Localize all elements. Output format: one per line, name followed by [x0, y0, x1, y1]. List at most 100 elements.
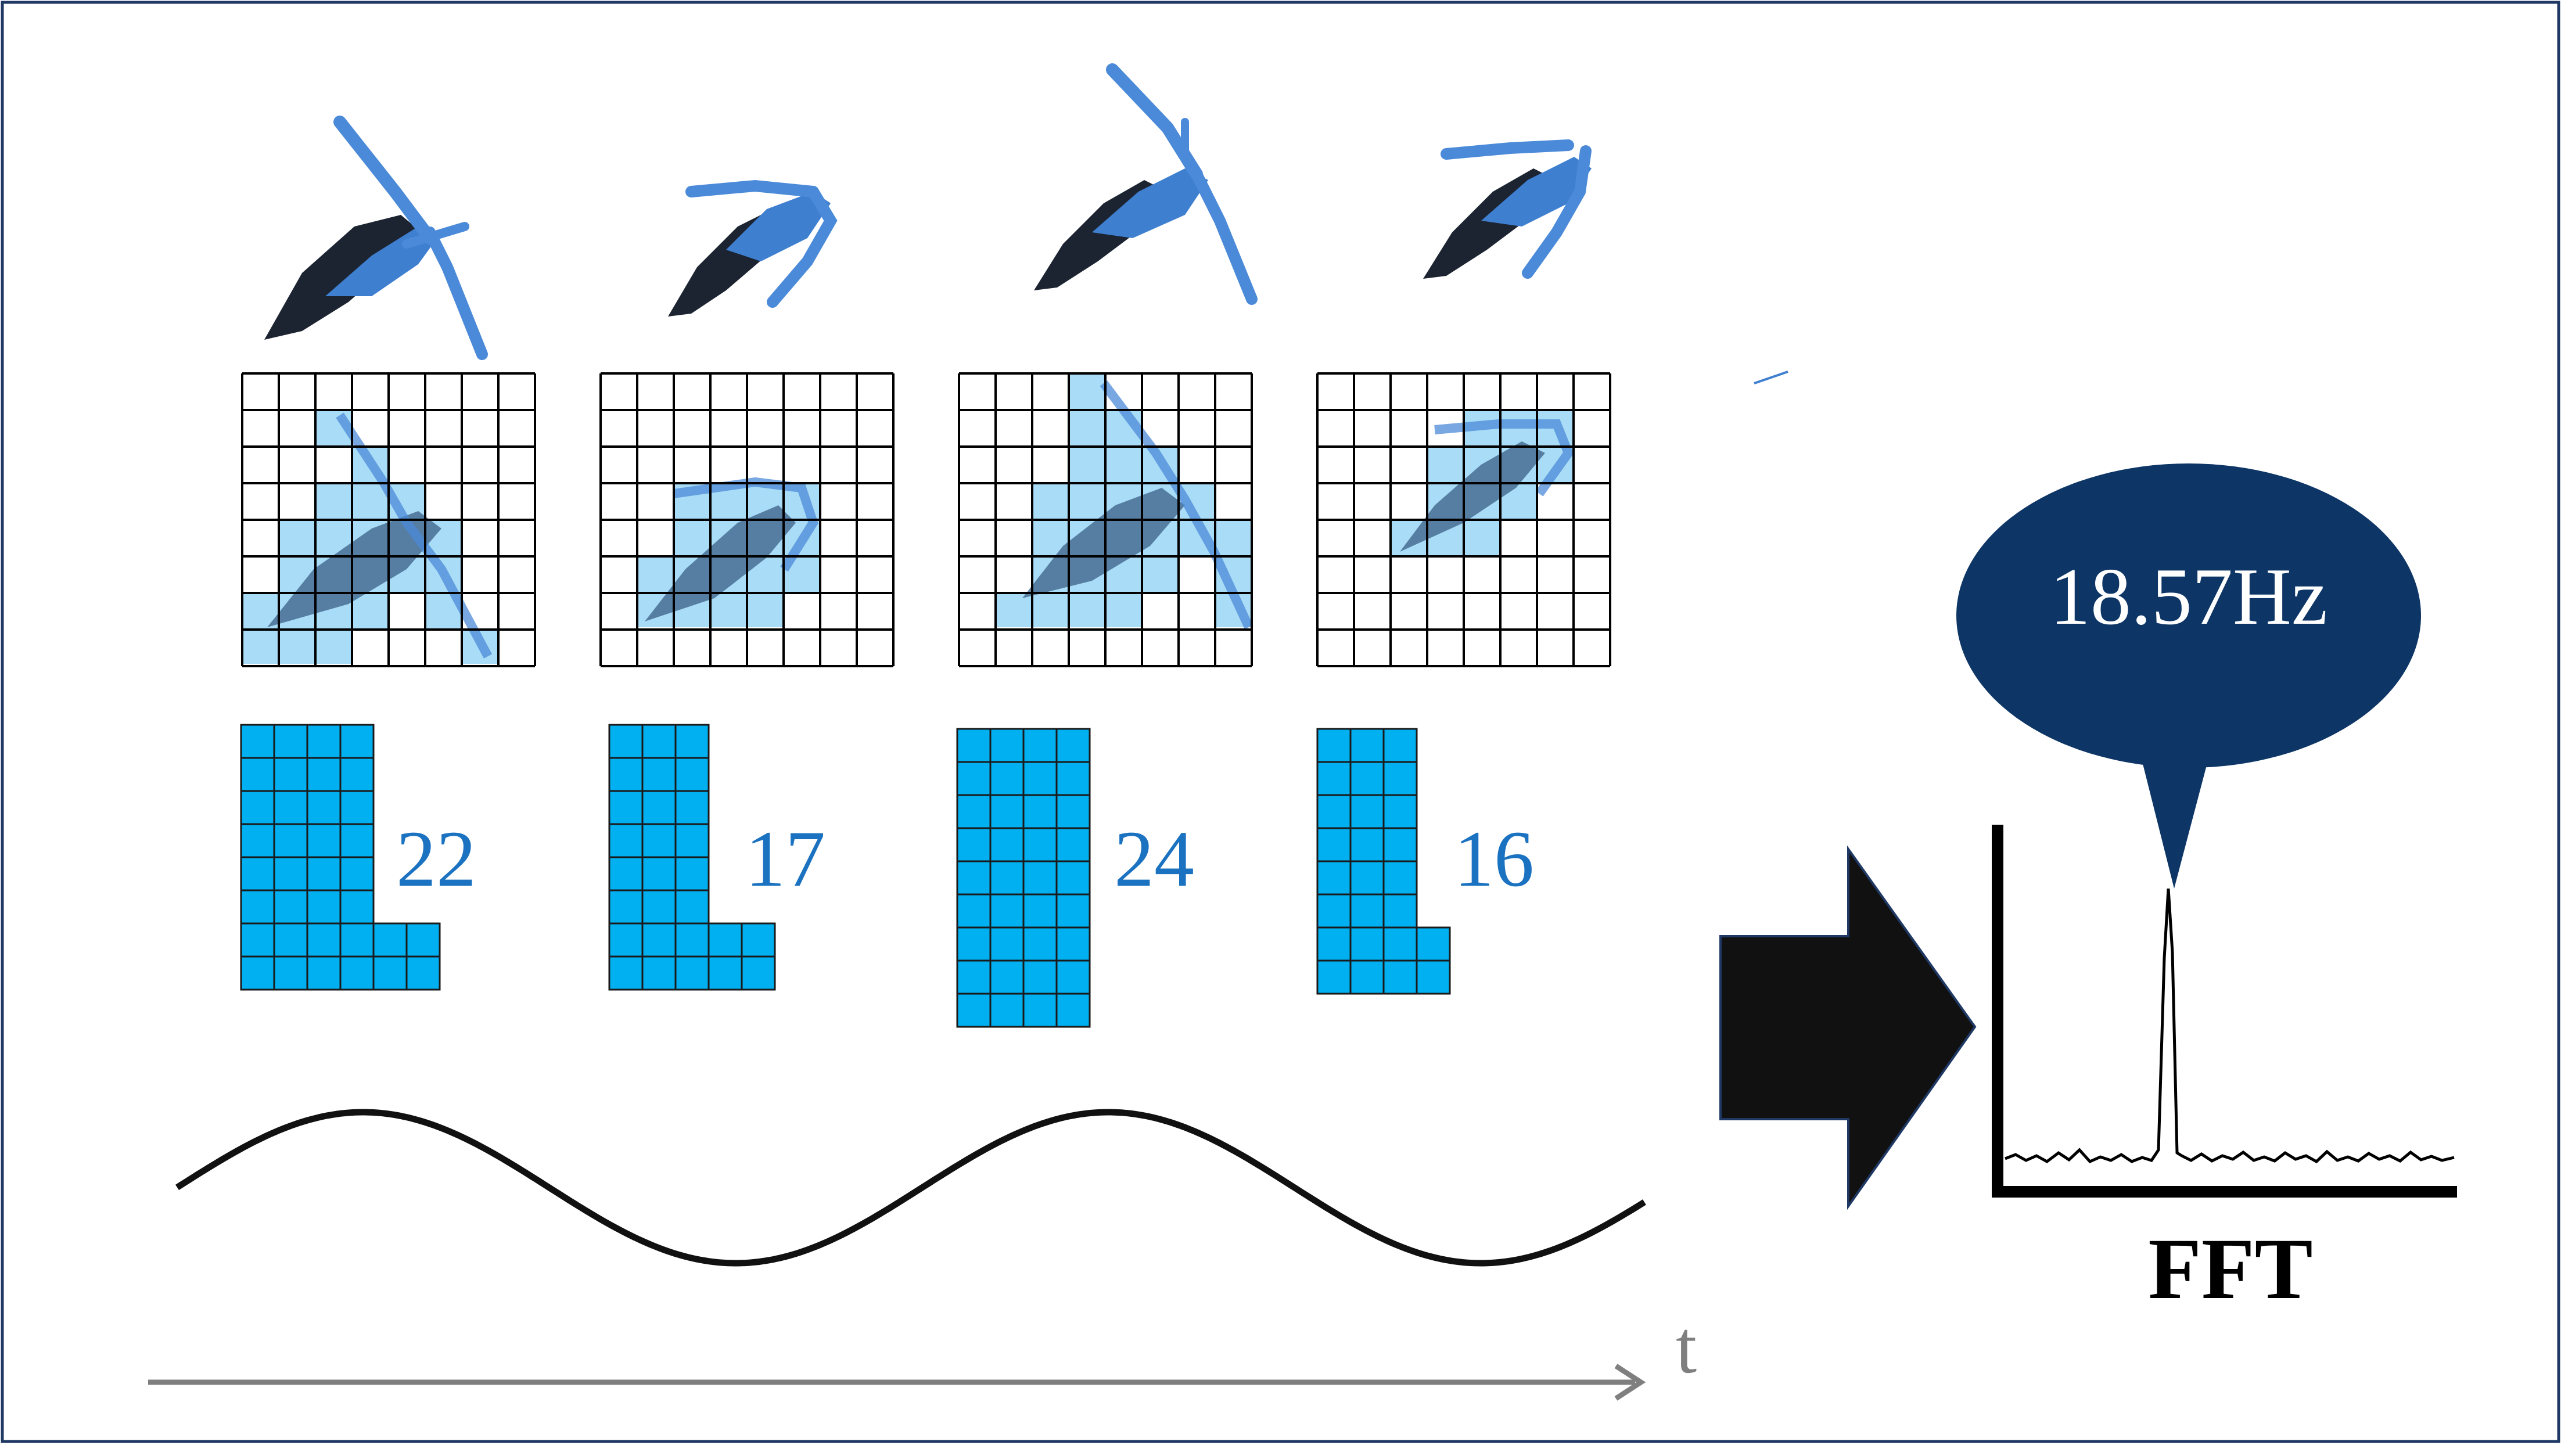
count-cell — [1349, 827, 1385, 862]
count-cell — [1022, 993, 1058, 1028]
count-cell — [372, 922, 408, 958]
fft-caption: FFT — [2148, 1221, 2313, 1317]
count-cell — [1022, 761, 1058, 796]
count-cell — [674, 724, 710, 759]
peak-frequency-label: 18.57Hz — [2049, 552, 2328, 642]
count-cell — [372, 955, 408, 991]
count-cell — [306, 757, 342, 792]
count-cell — [608, 889, 644, 925]
grid-frame-3 — [958, 372, 1253, 667]
count-cell — [405, 955, 441, 991]
count-block-1 — [240, 724, 441, 991]
count-cell — [741, 955, 776, 991]
count-cell — [1316, 728, 1352, 763]
count-cell — [240, 757, 275, 792]
count-cell — [1055, 860, 1091, 896]
count-cell — [1022, 926, 1058, 962]
insect-frame-2 — [668, 179, 838, 317]
count-cell — [608, 856, 644, 891]
fft-plot — [1992, 825, 2457, 1198]
count-cell — [608, 922, 644, 958]
count-label-4: 16 — [1454, 814, 1534, 903]
count-cell — [306, 889, 342, 925]
count-cell — [1382, 728, 1418, 763]
count-cell — [1382, 860, 1418, 896]
count-cell — [707, 922, 743, 958]
count-cell — [989, 926, 1025, 962]
count-label-1: 22 — [396, 814, 476, 903]
count-cell — [273, 856, 308, 891]
count-cell — [1349, 926, 1385, 962]
count-cell — [1382, 926, 1418, 962]
count-cell — [339, 790, 375, 825]
count-cell — [989, 893, 1025, 929]
count-cell — [608, 955, 644, 991]
count-cell — [989, 761, 1025, 796]
count-cell — [306, 955, 342, 991]
count-cell — [273, 955, 308, 991]
count-cell — [1382, 761, 1418, 796]
count-cell — [1349, 761, 1385, 796]
count-cell — [339, 823, 375, 858]
count-cell — [1349, 959, 1385, 995]
count-cell — [956, 794, 992, 829]
count-cell — [956, 893, 992, 929]
count-cell — [1055, 827, 1091, 862]
count-cell — [674, 757, 710, 792]
count-cell — [306, 823, 342, 858]
count-cell — [989, 827, 1025, 862]
count-block-2 — [608, 724, 776, 991]
count-cell — [956, 761, 992, 796]
count-cell — [674, 922, 710, 958]
count-cell — [1055, 926, 1091, 962]
count-block-4 — [1316, 728, 1451, 995]
count-cell — [339, 757, 375, 792]
count-cell — [1416, 959, 1451, 995]
count-cell — [1349, 728, 1385, 763]
count-cell — [1316, 761, 1352, 796]
count-cell — [641, 955, 677, 991]
count-cell — [1022, 728, 1058, 763]
grid-2-lines — [599, 372, 895, 667]
count-cell — [273, 724, 308, 759]
insect-frame-4 — [1423, 139, 1592, 279]
count-cell — [641, 724, 677, 759]
count-cell — [956, 926, 992, 962]
count-cell — [1382, 893, 1418, 929]
count-block-3 — [956, 728, 1091, 1028]
count-cell — [1382, 959, 1418, 995]
peak-callout — [1956, 463, 2421, 889]
count-cell — [240, 856, 275, 891]
count-cell — [1022, 827, 1058, 862]
count-cell — [956, 827, 992, 862]
count-cell — [240, 955, 275, 991]
count-cell — [989, 959, 1025, 995]
grid-3-lines — [958, 372, 1253, 667]
count-cell — [240, 922, 275, 958]
count-cell — [1382, 827, 1418, 862]
grid-frame-2 — [599, 372, 895, 667]
count-cell — [608, 757, 644, 792]
insect-frame-1 — [264, 116, 488, 360]
count-cell — [339, 856, 375, 891]
count-cell — [1055, 893, 1091, 929]
count-cell — [306, 856, 342, 891]
count-cell — [240, 823, 275, 858]
count-cell — [674, 955, 710, 991]
count-cell — [641, 889, 677, 925]
count-cell — [608, 790, 644, 825]
count-cell — [339, 724, 375, 759]
count-cell — [1349, 794, 1385, 829]
count-cell — [1316, 827, 1352, 862]
count-cell — [707, 955, 743, 991]
count-cell — [1022, 860, 1058, 896]
count-cell — [641, 856, 677, 891]
count-cell — [989, 993, 1025, 1028]
count-cell — [339, 955, 375, 991]
count-cell — [1316, 926, 1352, 962]
count-cell — [608, 724, 644, 759]
count-cell — [273, 922, 308, 958]
count-cell — [641, 922, 677, 958]
count-cell — [1055, 761, 1091, 796]
